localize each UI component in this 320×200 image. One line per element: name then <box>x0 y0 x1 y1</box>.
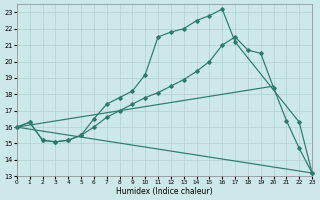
X-axis label: Humidex (Indice chaleur): Humidex (Indice chaleur) <box>116 187 213 196</box>
